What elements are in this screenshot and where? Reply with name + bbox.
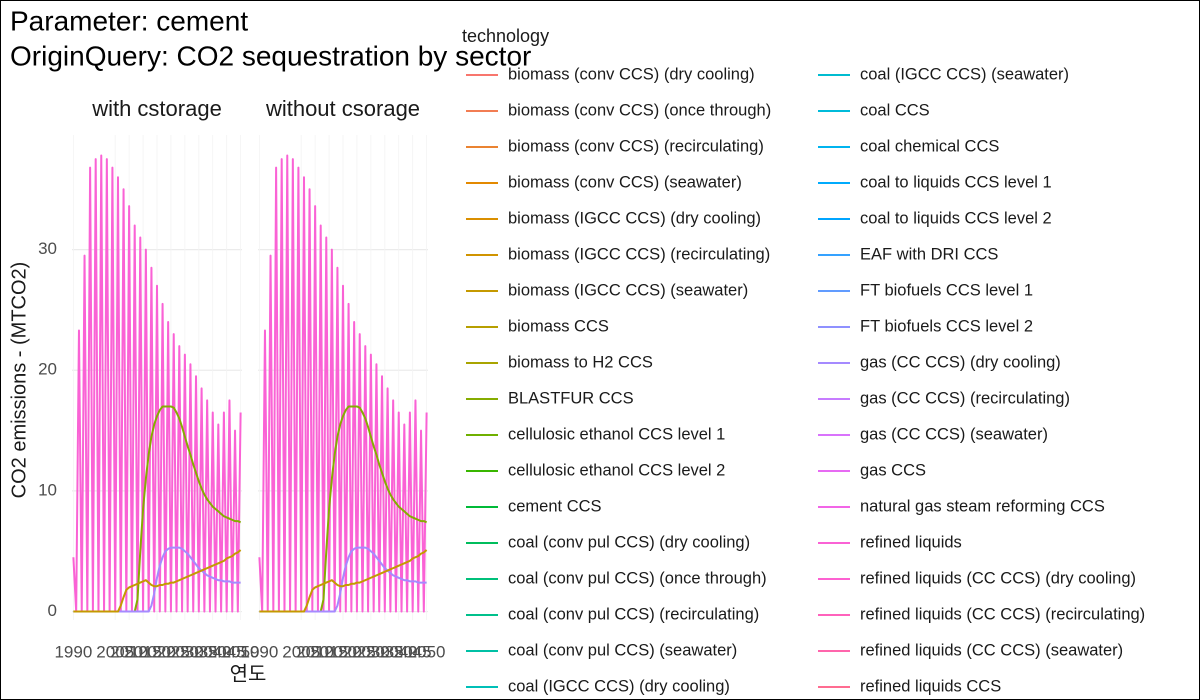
legend-label: cellulosic ethanol CCS level 2 [508,461,725,479]
legend-label: coal (conv pul CCS) (seawater) [508,641,737,659]
legend-label: cement CCS [508,497,602,515]
x-tick-label: 1990 [54,642,92,661]
y-tick-label: 0 [48,601,57,620]
chart-title: Parameter: cement [10,5,248,36]
series-line [258,154,428,613]
x-tick-label: 2025 [338,642,376,661]
legend-label: refined liquids (CC CCS) (recirculating) [860,605,1145,623]
legend-label: biomass (conv CCS) (dry cooling) [508,65,755,83]
x-tick-label: 2040 [194,642,232,661]
legend-label: gas (CC CCS) (dry cooling) [860,353,1061,371]
x-tick-label: 2040 [380,642,418,661]
legend-label: coal chemical CCS [860,137,999,155]
x-tick-label: 2035 [366,642,404,661]
x-tick-label: 2030 [166,642,204,661]
legend-label: gas (CC CCS) (seawater) [860,425,1048,443]
chart-title: OriginQuery: CO2 sequestration by sector [10,40,531,71]
legend-label: coal to liquids CCS level 2 [860,209,1052,227]
x-tick-label: 2020 [324,642,362,661]
x-tick-label: 2005 [96,642,134,661]
y-tick-label: 10 [38,480,57,499]
facet-title: with cstorage [91,96,222,121]
legend-label: biomass CCS [508,317,609,335]
series-line [259,549,428,613]
legend-label: natural gas steam reforming CCS [860,497,1105,515]
legend-label: coal (conv pul CCS) (dry cooling) [508,533,750,551]
x-tick-label: 2010 [110,642,148,661]
series-line [73,549,242,613]
legend-label: refined liquids (CC CCS) (seawater) [860,641,1123,659]
legend-label: biomass (IGCC CCS) (recirculating) [508,245,770,263]
x-tick-label: 2010 [296,642,334,661]
x-tick-label: 2015 [124,642,162,661]
y-tick-label: 20 [38,360,57,379]
x-tick-label: 2045 [208,642,246,661]
x-tick-label: 2030 [352,642,390,661]
legend-label: refined liquids CCS [860,677,1001,695]
legend-label: FT biofuels CCS level 1 [860,281,1033,299]
x-tick-label: 2025 [152,642,190,661]
series-line [72,154,242,613]
legend-label: coal to liquids CCS level 1 [860,173,1052,191]
legend-label: gas CCS [860,461,926,479]
facet-title: without csorage [265,96,420,121]
legend-label: biomass (IGCC CCS) (seawater) [508,281,748,299]
x-tick-label: 2020 [138,642,176,661]
x-tick-label: 2045 [394,642,432,661]
legend-label: gas (CC CCS) (recirculating) [860,389,1070,407]
legend-title: technology [462,26,549,46]
legend-label: biomass to H2 CCS [508,353,653,371]
legend-label: biomass (conv CCS) (once through) [508,101,771,119]
x-tick-label: 2035 [180,642,218,661]
legend-label: biomass (conv CCS) (seawater) [508,173,742,191]
legend-label: coal CCS [860,101,930,119]
legend-label: cellulosic ethanol CCS level 1 [508,425,725,443]
y-axis-title: CO2 emissions - (MTCO2) [8,262,30,499]
legend-label: refined liquids (CC CCS) (dry cooling) [860,569,1136,587]
x-tick-label: 2015 [310,642,348,661]
legend-label: FT biofuels CCS level 2 [860,317,1033,335]
legend-label: coal (conv pul CCS) (once through) [508,569,767,587]
legend-label: refined liquids [860,533,962,551]
legend-label: coal (IGCC CCS) (seawater) [860,65,1069,83]
legend-label: biomass (IGCC CCS) (dry cooling) [508,209,761,227]
legend-label: EAF with DRI CCS [860,245,998,263]
y-tick-label: 30 [38,239,57,258]
legend-label: biomass (conv CCS) (recirculating) [508,137,764,155]
legend-label: BLASTFUR CCS [508,389,634,407]
legend-label: coal (IGCC CCS) (dry cooling) [508,677,730,695]
x-tick-label: 2005 [282,642,320,661]
legend-label: coal (conv pul CCS) (recirculating) [508,605,759,623]
x-tick-label: 1990 [240,642,278,661]
x-tick-label: 2050 [408,642,446,661]
x-tick-label: 2050 [222,642,260,661]
x-axis-title: 연도 [230,662,267,685]
